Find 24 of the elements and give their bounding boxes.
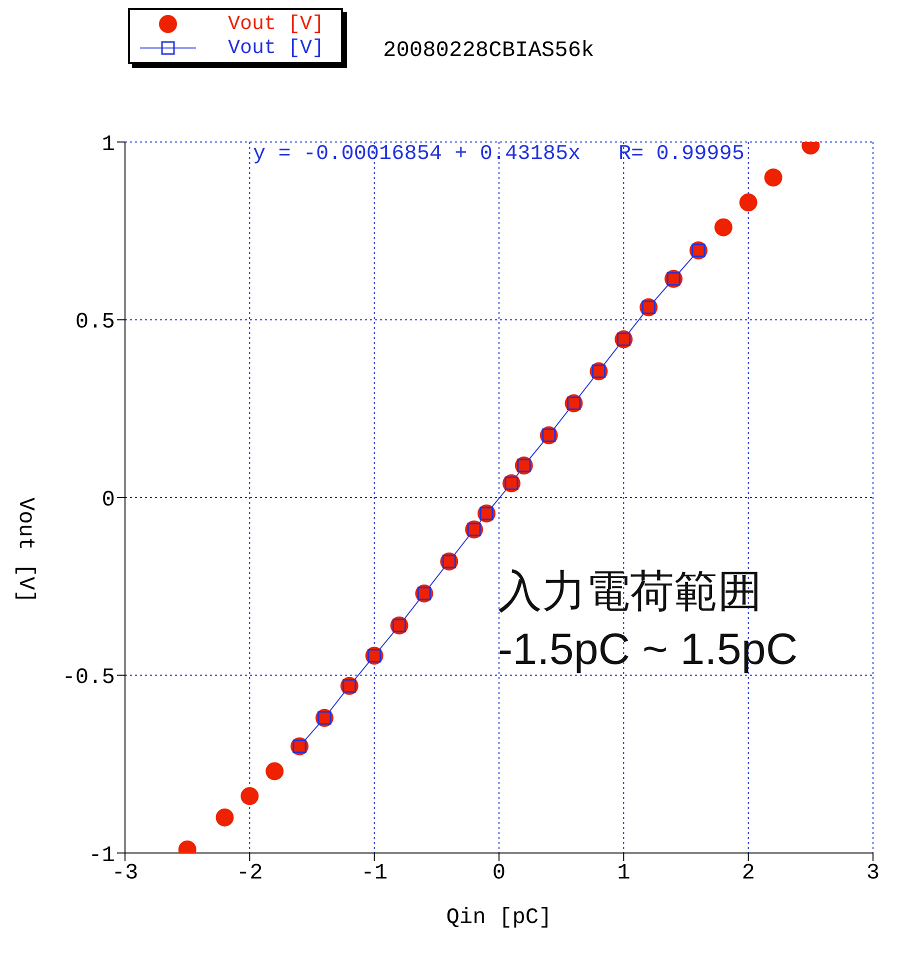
y-tick-label: 0 (102, 487, 115, 512)
x-tick-label: -2 (236, 860, 263, 886)
x-tick-label: 1 (617, 860, 630, 886)
x-axis-title: Qin [pC] (446, 905, 552, 930)
point (240, 787, 259, 806)
y-tick-label: 0.5 (75, 310, 115, 335)
x-tick-label: 2 (742, 860, 755, 886)
y-tick-label: 1 (102, 132, 115, 157)
x-tick-label: 3 (866, 860, 880, 886)
legend-label: Vout [V] (228, 36, 324, 60)
y-tick-label: -0.5 (62, 665, 115, 690)
point (764, 168, 782, 187)
point (216, 808, 234, 826)
annotation: -1.5pC ~ 1.5pC (498, 624, 798, 676)
text: Vout [V] (228, 12, 324, 36)
annotation: 入力電荷範囲 (498, 566, 763, 618)
y-axis-title: Vout [V] (13, 498, 38, 604)
point (714, 218, 732, 236)
annotation: y = -0.00016854 + 0.43185x R= 0.99995 (253, 143, 744, 166)
chart-title: 20080228CBIAS56k (383, 38, 594, 63)
point (739, 193, 758, 212)
x-tick-label: 0 (492, 860, 506, 886)
x-tick-label: -1 (361, 860, 388, 886)
point (266, 762, 284, 780)
